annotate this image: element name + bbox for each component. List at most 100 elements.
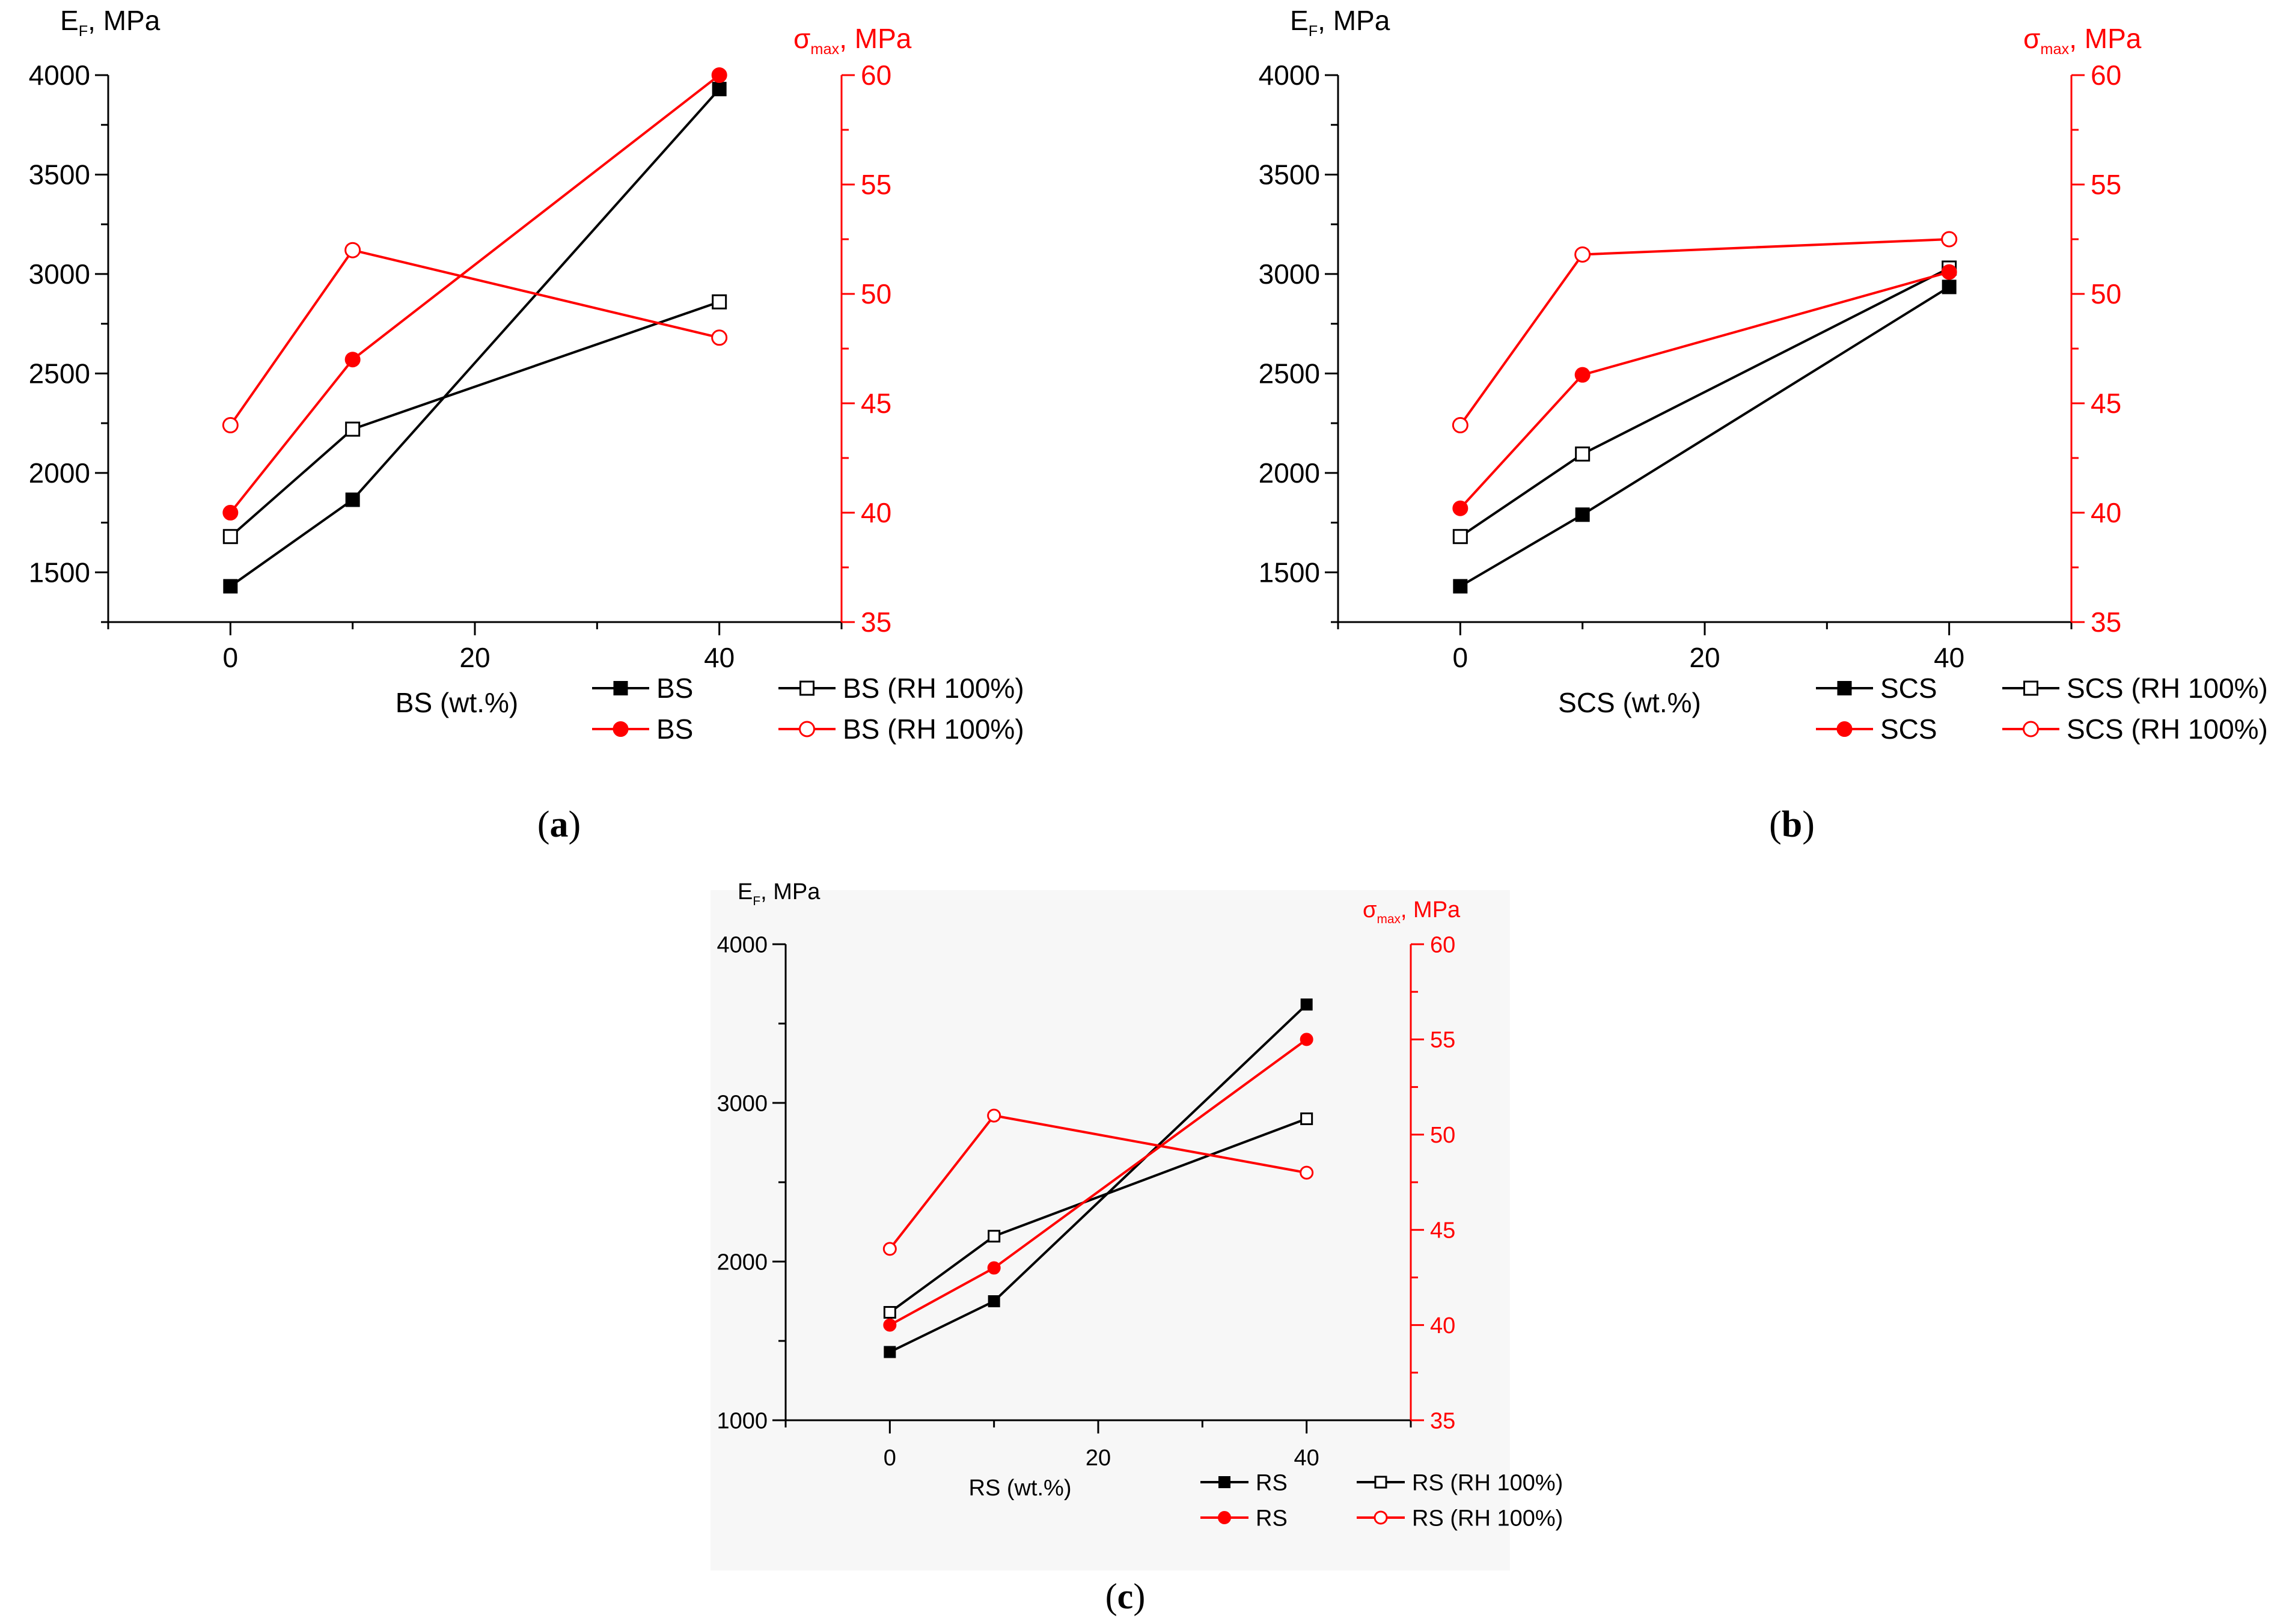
y-right-title-main: σ [2023, 23, 2040, 54]
y-left-tick-label: 1500 [29, 557, 90, 588]
caption-close: ) [569, 804, 581, 845]
legend-marker-0 [1218, 1476, 1230, 1488]
y-right-title-sub: max [1377, 912, 1401, 926]
y-right-title-sub: max [810, 41, 839, 58]
y-right-tick-label: 35 [861, 606, 891, 638]
x-tick-label: 40 [1294, 1445, 1319, 1471]
legend-label-1: BS (RH 100%) [843, 673, 1024, 704]
data-point-s3-2 [711, 329, 728, 346]
legend-label-0: SCS [1880, 673, 1937, 704]
legend-marker-1 [799, 680, 814, 696]
y-left-tick-label: 1000 [717, 1408, 768, 1433]
legend-marker-2 [1218, 1511, 1231, 1524]
x-axis-title: RS (wt.%) [969, 1476, 1072, 1501]
x-tick-label: 40 [704, 642, 735, 673]
data-point-s3-1 [1574, 246, 1591, 263]
legend-label-3: RS (RH 100%) [1412, 1506, 1563, 1531]
data-point-s1-1 [345, 421, 361, 437]
caption-open: ( [1769, 804, 1782, 845]
data-point-s0-0 [223, 579, 238, 594]
y-right-tick-label: 40 [861, 497, 891, 528]
legend-marker-0 [1837, 681, 1852, 695]
caption-open: ( [1105, 1577, 1117, 1616]
data-point-s2-0 [1452, 500, 1468, 516]
y-left-tick-label: 3000 [717, 1091, 768, 1116]
y-right-tick-label: 55 [861, 169, 891, 200]
data-point-s3-2 [1300, 1165, 1314, 1180]
legend-label-2: RS [1256, 1506, 1288, 1531]
y-right-tick-label: 50 [2091, 278, 2121, 310]
caption-letter: c [1117, 1577, 1134, 1616]
x-tick-label: 0 [1453, 642, 1468, 673]
y-left-title-rest: , MPa [1318, 5, 1390, 36]
data-point-s3-1 [344, 242, 361, 258]
legend-label-1: SCS (RH 100%) [2067, 673, 2268, 704]
y-left-title-main: E [1290, 5, 1309, 36]
y-right-title-rest: , MPa [839, 23, 912, 54]
caption-letter: a [550, 804, 569, 845]
data-point-s1-1 [988, 1230, 1001, 1243]
y-left-tick-label: 1500 [1259, 557, 1320, 588]
y-right-tick-label: 35 [1430, 1408, 1455, 1433]
panel-b: 0 20 40 1500 2000 2500 3000 3500 4000 35 40 45 50 55 6… [1259, 5, 2268, 845]
y-left-title-rest: , MPa [88, 5, 160, 36]
y-left-tick-label: 4000 [1259, 60, 1320, 91]
legend-label-2: BS [656, 713, 693, 745]
data-point-s0-0 [1453, 579, 1468, 594]
y-right-tick-label: 60 [2091, 60, 2121, 91]
series-line-0 [1459, 285, 1950, 588]
y-left-axis-title: EF, MPa [60, 5, 160, 40]
x-axis-title: SCS (wt.%) [1558, 687, 1701, 718]
data-point-s1-1 [1575, 446, 1591, 462]
x-tick-label: 40 [1934, 642, 1964, 673]
x-axis-title: BS (wt.%) [396, 687, 518, 718]
legend-marker-2 [613, 721, 629, 737]
x-tick-label: 0 [884, 1445, 896, 1471]
caption-close: ) [1133, 1577, 1145, 1616]
data-point-s1-0 [1452, 529, 1468, 545]
y-left-tick-label: 2000 [717, 1250, 768, 1275]
legend-marker-1 [1374, 1476, 1387, 1489]
y-left-title-sub: F [79, 23, 88, 40]
panel-a: 0 20 40 1500 2000 2500 3000 3500 4000 35 40 45 50 55 6… [29, 5, 1024, 845]
x-tick-label: 0 [223, 642, 239, 673]
data-point-s2-1 [1574, 367, 1591, 383]
data-point-s0-2 [1942, 279, 1957, 295]
x-tick-label: 20 [459, 642, 490, 673]
series-line-1 [1459, 267, 1950, 538]
y-right-tick-label: 60 [861, 60, 891, 91]
legend-label-0: RS [1256, 1470, 1288, 1495]
data-point-s3-1 [987, 1108, 1001, 1123]
y-right-tick-label: 45 [1430, 1218, 1455, 1244]
series-line-0 [230, 88, 721, 588]
data-point-s2-0 [883, 1318, 897, 1332]
y-right-title-main: σ [793, 23, 810, 54]
x-tick-label: 20 [1689, 642, 1720, 673]
data-point-s2-0 [222, 505, 239, 520]
y-right-tick-label: 55 [1430, 1028, 1455, 1053]
y-left-title-main: E [738, 879, 753, 905]
y-left-tick-label: 2500 [29, 358, 90, 389]
legend-marker-1 [2023, 680, 2038, 696]
y-left-tick-label: 3500 [1259, 159, 1320, 191]
y-right-tick-label: 60 [1430, 932, 1455, 957]
data-point-s0-1 [1575, 507, 1590, 522]
y-left-tick-label: 4000 [717, 932, 768, 957]
data-point-s2-2 [711, 67, 727, 83]
legend-label-2: SCS [1880, 713, 1937, 745]
y-left-tick-label: 2000 [29, 457, 90, 489]
y-right-tick-label: 45 [861, 388, 891, 419]
y-right-axis-title: σmax, MPa [2023, 23, 2142, 58]
y-right-tick-label: 55 [2091, 169, 2121, 200]
data-point-s1-0 [222, 529, 238, 545]
series-line-2 [229, 74, 720, 514]
data-point-s2-1 [344, 352, 361, 368]
data-point-s1-0 [883, 1305, 896, 1319]
x-tick-label: 20 [1086, 1445, 1111, 1471]
legend-label-1: RS (RH 100%) [1412, 1470, 1563, 1495]
y-left-axis-title: EF, MPa [1290, 5, 1390, 40]
data-point-s0-2 [1300, 998, 1313, 1011]
data-point-s3-0 [222, 417, 239, 433]
series-line-3 [229, 248, 720, 426]
